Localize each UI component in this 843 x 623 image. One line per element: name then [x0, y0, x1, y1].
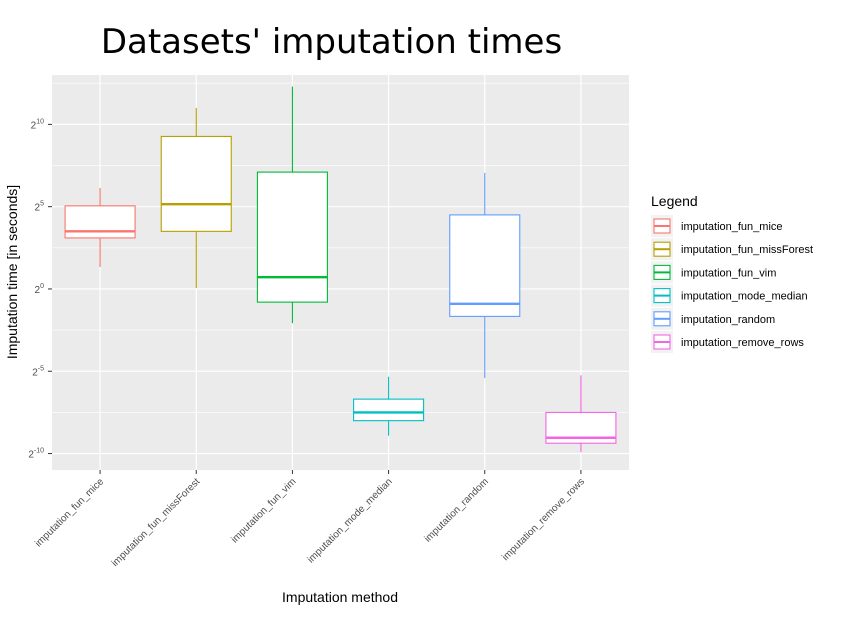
- y-axis-title: Imputation time [in seconds]: [4, 185, 20, 359]
- boxes: [64, 86, 617, 453]
- box-imputation_remove_rows: [545, 375, 617, 453]
- legend: Legend imputation_fun_mice imputation_fun…: [651, 193, 813, 353]
- x-tick-label: imputation_mode_median: [306, 476, 395, 565]
- y-tick-label: 2-5: [32, 365, 44, 378]
- legend-label: imputation_fun_mice: [681, 221, 783, 233]
- legend-item-imputation_remove_rows: imputation_remove_rows: [651, 331, 804, 353]
- legend-title: Legend: [651, 193, 698, 209]
- legend-item-imputation_fun_mice: imputation_fun_mice: [651, 215, 783, 237]
- x-tick-label: imputation_fun_mice: [33, 476, 106, 549]
- box-imputation_random: [449, 172, 521, 379]
- box-body: [449, 214, 521, 317]
- box-body: [256, 171, 328, 303]
- x-tick-label: imputation_random: [423, 476, 491, 544]
- box-imputation_fun_mice: [64, 187, 136, 268]
- legend-item-imputation_random: imputation_random: [651, 307, 775, 330]
- legend-label: imputation_remove_rows: [681, 337, 804, 349]
- x-axis-title: Imputation method: [282, 589, 398, 605]
- y-tick-label: 2-10: [28, 448, 44, 461]
- box-body: [353, 398, 425, 422]
- x-tick-label: imputation_fun_vim: [229, 476, 298, 545]
- box-imputation_fun_missForest: [160, 107, 232, 289]
- chart-title: Datasets' imputation times: [100, 22, 563, 62]
- legend-item-imputation_fun_vim: imputation_fun_vim: [651, 261, 776, 284]
- legend-label: imputation_fun_missForest: [681, 244, 813, 256]
- legend-label: imputation_random: [681, 314, 775, 326]
- y-axis: 2-10 2-5 20 25 210: [28, 118, 52, 461]
- y-tick-label: 25: [35, 201, 45, 214]
- box-imputation_mode_median: [353, 376, 425, 436]
- plot-panel: [52, 75, 629, 470]
- y-tick-label: 210: [31, 118, 44, 131]
- x-tick-label: imputation_remove_rows: [500, 476, 587, 563]
- box-body: [64, 205, 136, 239]
- box-imputation_fun_vim: [256, 86, 328, 324]
- x-tick-label: imputation_fun_missForest: [110, 476, 203, 569]
- box-body: [160, 135, 232, 232]
- legend-label: imputation_fun_vim: [681, 267, 776, 279]
- legend-item-imputation_fun_missForest: imputation_fun_missForest: [651, 238, 813, 261]
- legend-label: imputation_mode_median: [681, 291, 808, 303]
- legend-item-imputation_mode_median: imputation_mode_median: [651, 284, 808, 307]
- x-axis: imputation_fun_mice imputation_fun_missFo…: [33, 470, 587, 569]
- y-tick-label: 20: [35, 283, 45, 296]
